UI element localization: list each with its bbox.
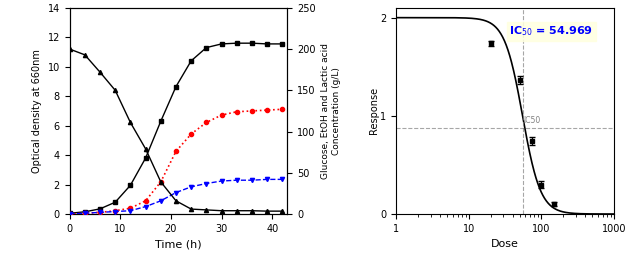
X-axis label: Dose: Dose [491,239,519,249]
X-axis label: Time (h): Time (h) [155,239,202,249]
Y-axis label: Optical density at 660nm: Optical density at 660nm [32,49,42,173]
Text: IC50: IC50 [523,116,541,125]
Y-axis label: Glucose, EtOH and Lactic acid
Concentration (g/L): Glucose, EtOH and Lactic acid Concentrat… [322,43,341,179]
Y-axis label: Response: Response [369,87,379,134]
Text: IC$_{50}$ = 54.969: IC$_{50}$ = 54.969 [510,25,594,38]
